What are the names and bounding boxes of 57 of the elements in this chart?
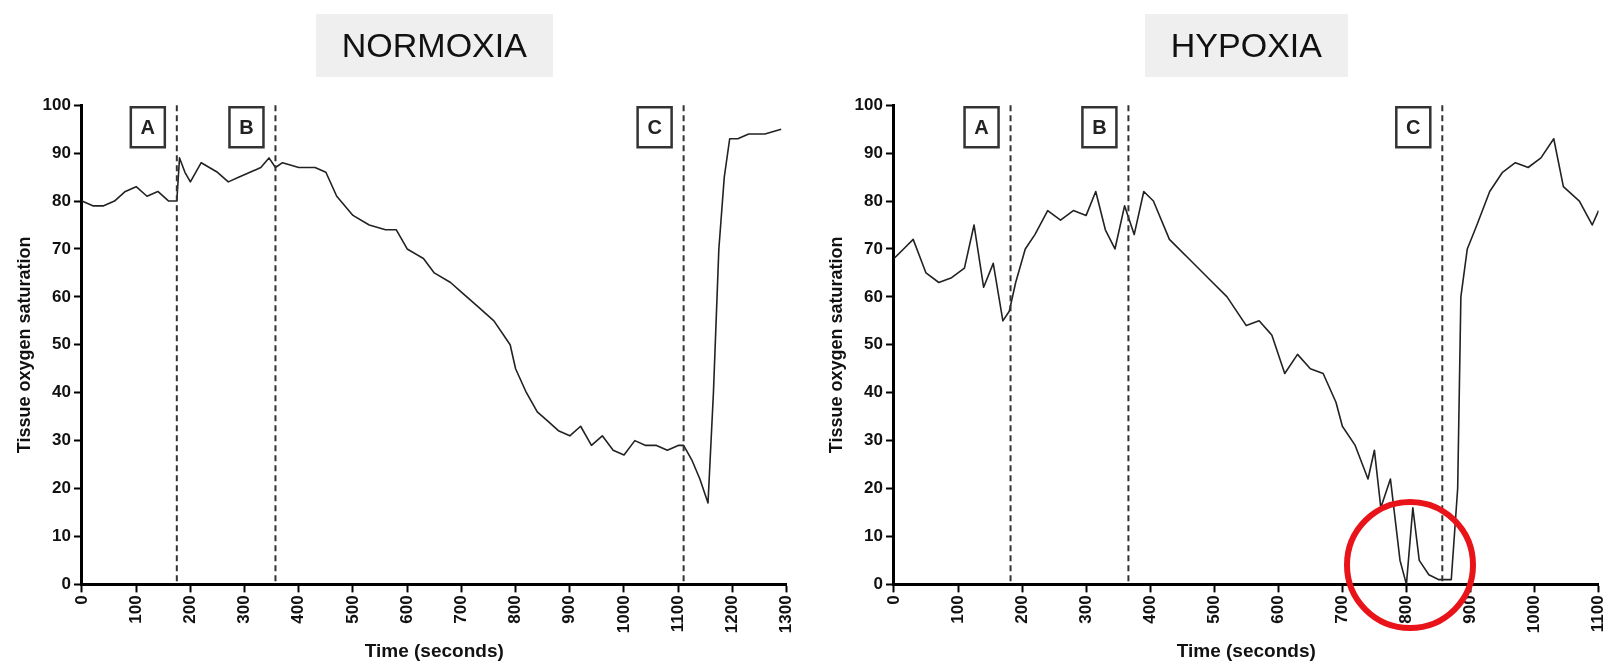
- y-tick-label: 20: [864, 478, 883, 498]
- ref-line-label: A: [974, 115, 989, 138]
- y-tick-label: 80: [52, 190, 71, 210]
- y-tick-label: 90: [52, 142, 71, 162]
- x-tick-label: 600: [396, 595, 416, 624]
- y-tick-label: 40: [52, 382, 71, 402]
- x-tick-label: 0: [71, 595, 91, 605]
- y-tick-label: 20: [52, 478, 71, 498]
- y-tick-label: 10: [864, 526, 883, 546]
- x-tick-label: 200: [1011, 595, 1031, 624]
- ref-line-label: B: [1092, 115, 1107, 138]
- y-tick-label: 30: [52, 430, 71, 450]
- x-tick-label: 500: [342, 595, 362, 624]
- x-tick-label: 1100: [1588, 595, 1608, 633]
- x-tick-label: 300: [234, 595, 254, 624]
- x-tick-label: 400: [288, 595, 308, 624]
- ref-line-label: A: [140, 115, 156, 138]
- x-tick-label: 100: [125, 595, 145, 624]
- y-tick-label: 60: [52, 286, 71, 306]
- y-axis-title: Tissue oxygen saturation: [13, 236, 34, 454]
- x-axis-title: Time (seconds): [1176, 639, 1316, 661]
- x-tick-label: 1000: [613, 595, 633, 634]
- y-axis-title: Tissue oxygen saturation: [825, 236, 846, 454]
- y-tick-label: 40: [864, 382, 883, 402]
- x-tick-label: 600: [1268, 595, 1287, 624]
- y-tick-label: 60: [864, 286, 883, 306]
- y-tick-label: 80: [864, 190, 883, 210]
- x-tick-label: 300: [1075, 595, 1095, 624]
- x-axis-title: Time (seconds): [364, 639, 504, 661]
- y-tick-label: 10: [52, 526, 71, 546]
- ref-line-label: B: [239, 115, 254, 138]
- x-tick-label: 100: [947, 595, 967, 624]
- y-tick-label: 30: [864, 430, 883, 450]
- chart-title: NORMOXIA: [315, 14, 553, 77]
- y-tick-label: 90: [864, 142, 883, 162]
- y-tick-label: 70: [864, 238, 883, 258]
- y-tick-label: 50: [52, 334, 71, 354]
- ref-line-label: C: [1406, 115, 1421, 138]
- x-tick-label: 1000: [1524, 595, 1544, 634]
- y-tick-label: 70: [52, 238, 71, 258]
- x-tick-label: 900: [559, 595, 579, 624]
- x-tick-label: 400: [1139, 595, 1159, 624]
- x-tick-label: 500: [1203, 595, 1223, 624]
- x-tick-label: 200: [180, 595, 200, 624]
- x-tick-label: 1100: [667, 595, 687, 633]
- x-tick-label: 1300: [776, 595, 796, 634]
- x-tick-label: 1200: [722, 595, 742, 634]
- y-tick-label: 50: [864, 334, 883, 354]
- x-tick-label: 700: [451, 595, 471, 624]
- x-tick-label: 800: [1396, 595, 1416, 624]
- x-tick-label: 700: [1332, 595, 1352, 624]
- x-tick-label: 800: [505, 595, 525, 624]
- chart-title: HYPOXIA: [1144, 14, 1348, 77]
- y-tick-label: 100: [42, 94, 71, 114]
- ref-line-label: C: [647, 115, 662, 138]
- x-tick-label: 0: [883, 595, 903, 605]
- y-tick-label: 100: [854, 94, 883, 114]
